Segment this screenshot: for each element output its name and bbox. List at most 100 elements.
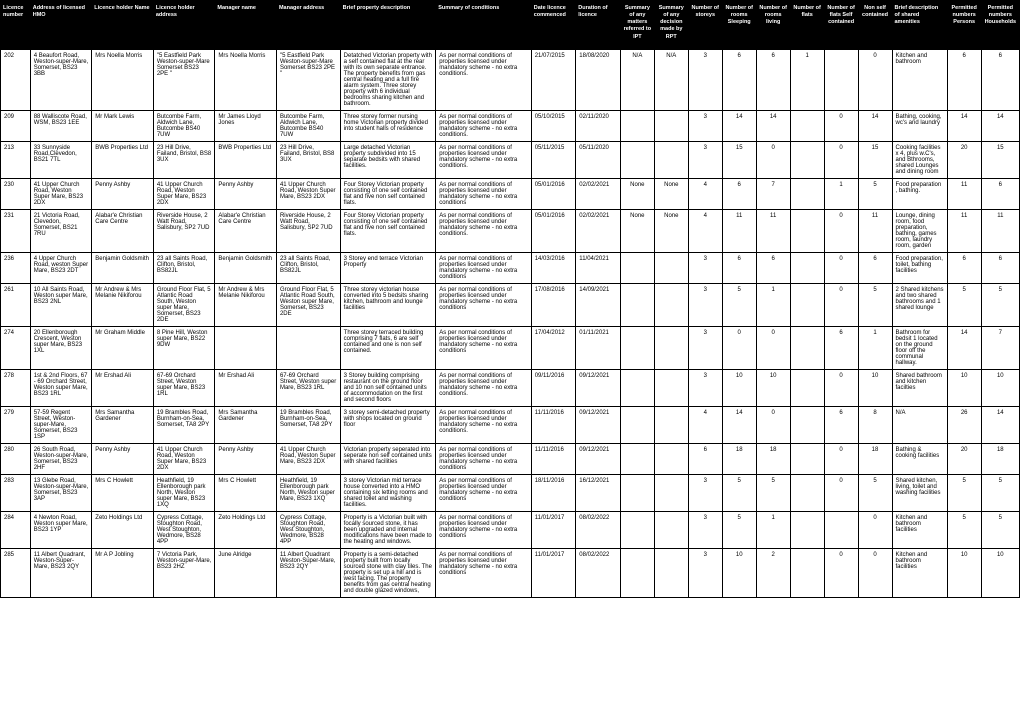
cell-duration: 11/04/2021: [576, 252, 621, 283]
col-header-sm_dec: Summary of any decision made by RPT: [654, 1, 688, 50]
table-row: 2844 Newton Road, Weston super Mare, BS2…: [1, 511, 1020, 548]
cell-sm_dec: N/A: [654, 49, 688, 110]
cell-sm_dec: [654, 110, 688, 141]
cell-holder_addr: 19 Brambles Road, Burnham-on-Sea, Somers…: [153, 406, 215, 443]
cell-n_flats: [790, 252, 824, 283]
cell-n_persons: 26: [947, 406, 981, 443]
cell-address: 88 Walliscote Road, WSM, BS23 1EE: [30, 110, 92, 141]
cell-n_persons: 11: [947, 209, 981, 252]
col-header-address: Address of licensed HMO: [30, 1, 92, 50]
cell-manager_name: Mr Andrew & Mrs Melanie Nikiforou: [215, 283, 277, 326]
cell-date_comm: 17/08/2016: [531, 283, 576, 326]
cell-address: 21 Victoria Road, Clevedon, Somerset, BS…: [30, 209, 92, 252]
cell-manager_addr: 41 Upper Church Road, Weston Super Mare,…: [276, 443, 340, 474]
cell-brief: Property is a semi-detached property bui…: [340, 548, 436, 597]
col-header-n_nonself: Non self contained: [858, 1, 892, 50]
cell-manager_name: Mr Ershad Ali: [215, 369, 277, 406]
cell-summary_cond: As per normal conditions of properties l…: [436, 252, 532, 283]
cell-n_storeys: 3: [688, 110, 722, 141]
col-header-n_storeys: Number of storeys: [688, 1, 722, 50]
cell-manager_addr: [276, 326, 340, 369]
cell-manager_addr: "5 Eastfield Park Weston-super-Mare Some…: [276, 49, 340, 110]
cell-n_nonself: 15: [858, 141, 892, 178]
cell-date_comm: 11/01/2017: [531, 511, 576, 548]
cell-licence_number: 280: [1, 443, 31, 474]
cell-n_sleep: 6: [722, 49, 756, 110]
cell-n_self: 0: [824, 141, 858, 178]
cell-n_hh: 10: [981, 548, 1019, 597]
cell-manager_name: Mrs Samantha Gardener: [215, 406, 277, 443]
cell-n_sleep: 14: [722, 110, 756, 141]
cell-manager_name: Penny Ashby: [215, 443, 277, 474]
cell-brief: 3 Storey building comprising restaurant …: [340, 369, 436, 406]
cell-n_nonself: 0: [858, 49, 892, 110]
cell-n_flats: [790, 110, 824, 141]
col-header-n_living: Number of rooms living: [756, 1, 790, 50]
cell-n_hh: 6: [981, 252, 1019, 283]
cell-address: 4 Upper Church Road, weston Super Mare, …: [30, 252, 92, 283]
cell-licence_number: 202: [1, 49, 31, 110]
cell-manager_addr: Riverside House, 2 Watt Road, Salisbury,…: [276, 209, 340, 252]
cell-sm_ipt: None: [620, 178, 654, 209]
cell-n_storeys: 3: [688, 252, 722, 283]
cell-n_hh: 10: [981, 369, 1019, 406]
col-header-n_sleep: Number of rooms Sleeping: [722, 1, 756, 50]
cell-manager_addr: 67-69 Orchard Street, Weston super Mare,…: [276, 369, 340, 406]
cell-sm_ipt: [620, 548, 654, 597]
table-row: 2024 Beaufort Road, Weston-super-Mare, S…: [1, 49, 1020, 110]
cell-licence_number: 284: [1, 511, 31, 548]
cell-holder_name: Mrs Samantha Gardener: [92, 406, 154, 443]
cell-holder_name: Zeto Holdings Ltd: [92, 511, 154, 548]
cell-holder_addr: 7 Victoria Park, Weston-super-Mare, BS23…: [153, 548, 215, 597]
table-row: 20988 Walliscote Road, WSM, BS23 1EEMr M…: [1, 110, 1020, 141]
cell-sm_dec: [654, 474, 688, 511]
hmo-licence-table: Licence numberAddress of licensed HMOLic…: [0, 0, 1020, 598]
cell-manager_addr: Ground Floor Flat, 5 Atlantic Road South…: [276, 283, 340, 326]
col-header-sm_ipt: Summary of any matters referred to IPT: [620, 1, 654, 50]
cell-holder_addr: 23 all Saints Road, Clifton, Bristol, BS…: [153, 252, 215, 283]
cell-sm_dec: [654, 326, 688, 369]
cell-brief: Victorian property seperated into sepera…: [340, 443, 436, 474]
cell-duration: 16/12/2021: [576, 474, 621, 511]
cell-holder_addr: Riverside House, 2 Watt Road, Salisbury,…: [153, 209, 215, 252]
cell-n_sleep: 5: [722, 474, 756, 511]
cell-date_comm: 05/10/2015: [531, 110, 576, 141]
cell-duration: 02/02/2021: [576, 209, 621, 252]
cell-address: 20 Ellenborough Crescent, Weston super M…: [30, 326, 92, 369]
cell-shared: 2 Shared kitchens and two shared bathroo…: [892, 283, 947, 326]
cell-n_flats: [790, 369, 824, 406]
cell-n_flats: [790, 511, 824, 548]
cell-duration: 02/02/2021: [576, 178, 621, 209]
cell-brief: 3 storey Victorian mid terrace house con…: [340, 474, 436, 511]
cell-n_sleep: 10: [722, 548, 756, 597]
cell-shared: Shared kitchen, living, toilet and washi…: [892, 474, 947, 511]
cell-n_nonself: 1: [858, 326, 892, 369]
cell-shared: Food preparation, toilet, bathing facili…: [892, 252, 947, 283]
cell-n_hh: 5: [981, 511, 1019, 548]
cell-n_persons: 5: [947, 474, 981, 511]
cell-manager_addr: Heathfield, 19 Ellenborough park North, …: [276, 474, 340, 511]
cell-n_hh: 7: [981, 326, 1019, 369]
cell-date_comm: 05/01/2016: [531, 178, 576, 209]
cell-brief: Three storey former nursing home Victori…: [340, 110, 436, 141]
cell-n_sleep: 10: [722, 369, 756, 406]
cell-n_hh: 11: [981, 209, 1019, 252]
cell-brief: 3 storey semi-detached property with sho…: [340, 406, 436, 443]
cell-n_storeys: 3: [688, 548, 722, 597]
cell-sm_dec: [654, 511, 688, 548]
cell-manager_name: Penny Ashby: [215, 178, 277, 209]
col-header-date_comm: Date licence commenced: [531, 1, 576, 50]
cell-n_nonself: 18: [858, 443, 892, 474]
cell-brief: 3 Storey end terrace Victorian Property: [340, 252, 436, 283]
cell-licence_number: 285: [1, 548, 31, 597]
cell-summary_cond: As per normal conditions of properties l…: [436, 326, 532, 369]
cell-address: 13 Glebe Road, Weston-super-Mare, Somers…: [30, 474, 92, 511]
cell-licence_number: 230: [1, 178, 31, 209]
cell-n_storeys: 3: [688, 326, 722, 369]
cell-n_storeys: 4: [688, 178, 722, 209]
cell-n_living: 6: [756, 49, 790, 110]
cell-sm_ipt: [620, 474, 654, 511]
cell-n_persons: 14: [947, 326, 981, 369]
col-header-n_self: Number of flats Self contained: [824, 1, 858, 50]
cell-holder_addr: Butcombe Farm, Aldwich Lane, Butcombe BS…: [153, 110, 215, 141]
